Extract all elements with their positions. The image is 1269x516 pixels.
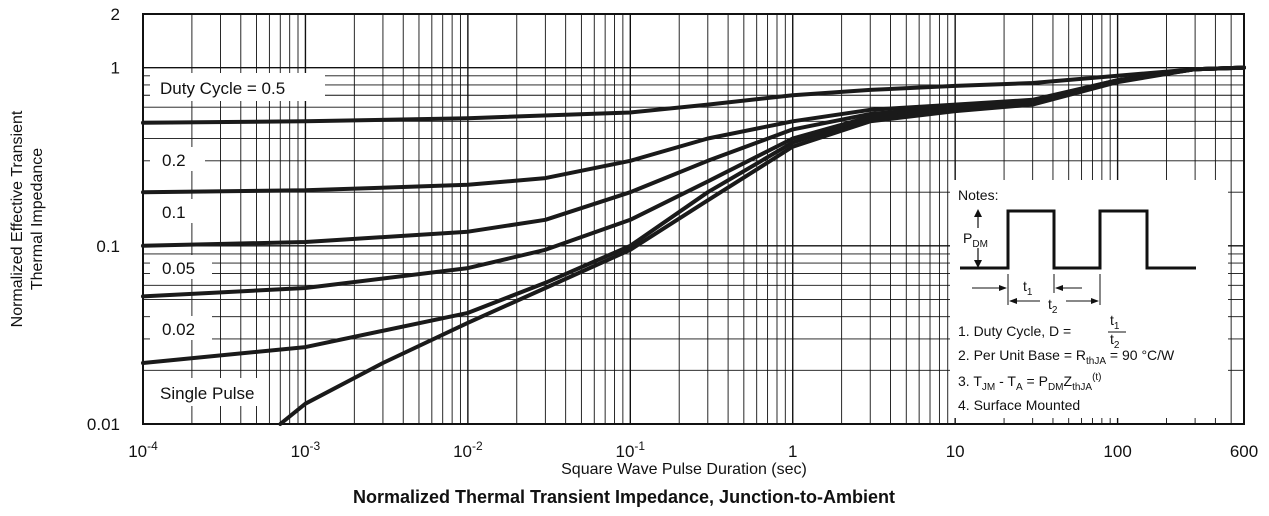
y-tick-label: 2 (111, 5, 120, 24)
series-line-0 (141, 65, 1246, 125)
t1-label: t1 (1023, 278, 1033, 298)
series-label-0-2: 0.2 (162, 151, 186, 170)
x-tick-label: 1 (788, 442, 797, 461)
series-label-group: Duty Cycle = 0.5 0.2 0.1 0.05 0.02 Singl… (150, 73, 325, 406)
x-tick-label: 10-3 (291, 439, 321, 461)
y-tick-labels: 0.01 0.1 1 2 (87, 5, 120, 434)
series-line-5 (278, 65, 1246, 426)
note-fraction-denominator: t2 (1110, 331, 1120, 351)
pdm-label: PDM (963, 230, 988, 250)
x-axis-title: Square Wave Pulse Duration (sec) (561, 461, 807, 478)
note-fraction-numerator: t1 (1110, 312, 1120, 332)
series-label-0-02: 0.02 (162, 320, 195, 339)
pulse-waveform (960, 209, 1196, 270)
note-duty-cycle: 1. Duty Cycle, D = (958, 323, 1071, 339)
series-label-0-1: 0.1 (162, 203, 186, 222)
series-label-0-05: 0.05 (162, 259, 195, 278)
notes-box: Notes: PDM t1 t2 1. Duty Cycle, D = t1 t… (950, 180, 1228, 418)
note-per-unit-base: 2. Per Unit Base = RthJA = 90 °C/W (958, 347, 1175, 367)
plot-frame (142, 13, 1245, 425)
notes-heading: Notes: (958, 187, 998, 203)
chart-caption: Normalized Thermal Transient Impedance, … (353, 487, 895, 507)
y-tick-label: 0.01 (87, 415, 120, 434)
note-temperature-rise: 3. TJM - TA = PDMZthJA(t) (958, 372, 1102, 393)
y-axis-title-line1: Normalized Effective Transient (9, 110, 26, 327)
pdm-arrow-down-icon (974, 260, 982, 268)
x-tick-label: 100 (1103, 442, 1131, 461)
pdm-arrow-up-icon (974, 209, 982, 217)
x-tick-label: 10 (946, 442, 965, 461)
series-label-single-pulse: Single Pulse (160, 384, 255, 403)
y-axis-title-line2: Thermal Impedance (29, 148, 46, 290)
x-tick-label: 10-4 (128, 439, 158, 461)
t2-label: t2 (1048, 296, 1058, 316)
note-surface-mounted: 4. Surface Mounted (958, 397, 1080, 413)
x-tick-label: 600 (1230, 442, 1258, 461)
x-tick-labels: 10-4 10-3 10-2 10-1 1 10 100 600 (128, 439, 1258, 461)
x-tick-label: 10-2 (453, 439, 483, 461)
y-tick-label: 0.1 (96, 237, 120, 256)
series-label-duty-0-5: Duty Cycle = 0.5 (160, 79, 285, 98)
series-lines (141, 65, 1246, 426)
x-tick-label: 10-1 (616, 439, 646, 461)
y-tick-label: 1 (111, 59, 120, 78)
